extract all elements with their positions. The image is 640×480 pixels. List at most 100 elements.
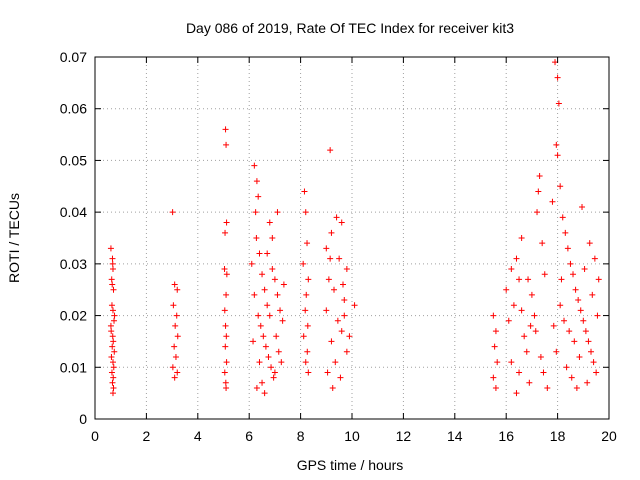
data-point	[537, 353, 544, 360]
data-point	[273, 333, 280, 340]
data-point	[539, 240, 546, 247]
data-point	[111, 348, 118, 355]
x-tick-label: 14	[447, 428, 463, 444]
data-point	[492, 328, 499, 335]
data-point	[171, 343, 178, 350]
data-point	[304, 240, 311, 247]
data-point	[109, 260, 116, 267]
data-point	[568, 374, 575, 381]
data-point	[577, 307, 584, 314]
data-point	[595, 276, 602, 283]
data-point	[171, 374, 178, 381]
data-point	[559, 214, 566, 221]
data-point	[274, 291, 281, 298]
data-point	[555, 100, 562, 107]
data-point	[303, 291, 310, 298]
data-point	[223, 141, 230, 148]
data-point	[338, 219, 345, 226]
data-point	[343, 266, 350, 273]
data-point	[275, 348, 282, 355]
data-point	[223, 291, 230, 298]
data-point	[279, 317, 286, 324]
data-point	[323, 245, 330, 252]
data-point	[553, 348, 560, 355]
data-point	[109, 390, 116, 397]
data-point	[575, 297, 582, 304]
data-point	[579, 203, 586, 210]
data-point	[108, 353, 115, 360]
data-point	[562, 229, 569, 236]
data-point	[174, 369, 181, 376]
data-point	[337, 374, 344, 381]
data-point	[550, 322, 557, 329]
x-tick-label: 20	[601, 428, 617, 444]
data-point	[256, 359, 263, 366]
data-point	[558, 276, 565, 283]
data-point	[328, 229, 335, 236]
data-point	[302, 307, 309, 314]
data-point	[109, 359, 116, 366]
data-point	[110, 384, 117, 391]
data-point	[110, 364, 117, 371]
data-point	[532, 328, 539, 335]
data-point	[223, 219, 230, 226]
data-point	[576, 353, 583, 360]
data-point	[221, 369, 228, 376]
data-point	[221, 266, 228, 273]
data-point	[526, 379, 533, 386]
y-tick-label: 0.07	[60, 49, 87, 65]
data-point	[584, 379, 591, 386]
data-point	[580, 317, 587, 324]
data-point	[169, 209, 176, 216]
data-point	[111, 312, 118, 319]
data-point	[253, 384, 260, 391]
data-point	[109, 266, 116, 273]
y-tick-label: 0.06	[60, 101, 87, 117]
data-point	[110, 286, 117, 293]
data-point	[554, 74, 561, 81]
data-point	[566, 328, 573, 335]
data-point	[107, 322, 114, 329]
data-point	[280, 281, 287, 288]
data-point	[581, 266, 588, 273]
data-point	[325, 276, 332, 283]
data-point	[523, 348, 530, 355]
x-tick-label: 2	[143, 428, 151, 444]
y-axis-title: ROTI / TECUs	[6, 193, 22, 283]
data-point	[261, 286, 268, 293]
data-point	[223, 271, 230, 278]
data-point	[340, 281, 347, 288]
data-point	[305, 369, 312, 376]
data-point	[564, 245, 571, 252]
data-point	[265, 353, 272, 360]
data-point	[329, 384, 336, 391]
data-point	[301, 188, 308, 195]
data-point	[253, 178, 260, 185]
data-point	[109, 343, 116, 350]
data-point	[518, 307, 525, 314]
data-point	[589, 291, 596, 298]
data-point	[223, 333, 230, 340]
data-point	[351, 302, 358, 309]
data-point	[251, 162, 258, 169]
data-point	[573, 384, 580, 391]
data-point	[302, 209, 309, 216]
x-tick-label: 4	[194, 428, 202, 444]
data-point	[300, 260, 307, 267]
data-point	[518, 235, 525, 241]
x-tick-label: 8	[297, 428, 305, 444]
data-point	[111, 317, 118, 324]
data-point	[513, 390, 520, 397]
data-point	[304, 348, 311, 355]
data-point	[332, 359, 339, 366]
data-point	[172, 322, 179, 329]
data-point	[593, 369, 600, 376]
data-point	[327, 255, 334, 262]
data-point	[223, 384, 230, 391]
data-point	[222, 379, 229, 386]
data-point	[327, 147, 334, 154]
data-point	[264, 302, 271, 309]
y-tick-labels: 0 0.01 0.02 0.03 0.04 0.05 0.06 0.07	[60, 49, 87, 427]
data-point	[343, 348, 350, 355]
data-point	[557, 302, 564, 309]
